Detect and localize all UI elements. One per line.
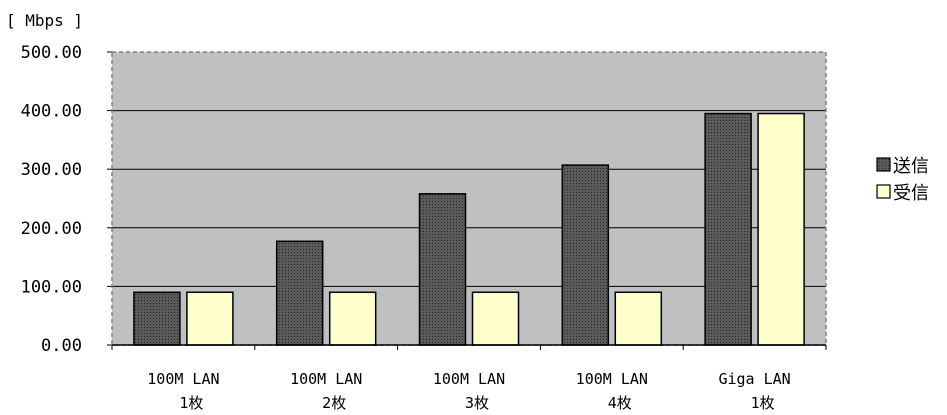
x-category-label: 3枚 bbox=[465, 394, 489, 412]
bar-send bbox=[418, 193, 467, 346]
y-tick-label: 0.00 bbox=[41, 336, 82, 356]
bar-send bbox=[704, 112, 752, 346]
bar-receive bbox=[757, 112, 805, 346]
x-category-label: 2枚 bbox=[322, 394, 346, 412]
y-tick-label: 300.00 bbox=[21, 160, 82, 180]
bar-receive bbox=[328, 291, 377, 346]
bar-receive bbox=[186, 291, 234, 346]
bar-send bbox=[561, 164, 610, 346]
y-tick-label: 500.00 bbox=[21, 43, 82, 63]
y-tick-label: 200.00 bbox=[21, 219, 82, 239]
bar-send bbox=[275, 240, 324, 346]
legend-swatch bbox=[876, 184, 891, 199]
y-axis-unit-label: [ Mbps ] bbox=[6, 11, 83, 30]
y-tick-label: 400.00 bbox=[21, 102, 82, 122]
bar-receive bbox=[471, 291, 520, 346]
bar-receive bbox=[614, 291, 663, 346]
plot-border bbox=[111, 51, 827, 346]
legend-swatch bbox=[876, 157, 891, 172]
x-category-label: 1枚 bbox=[179, 394, 203, 412]
x-category-label: 100M LAN bbox=[290, 370, 362, 388]
plot-area: 0.00 100.00 200.00 300.00 400.00 500.00 100M L… bbox=[21, 43, 827, 412]
legend-label: 受信 bbox=[893, 183, 929, 204]
x-category-label: 100M LAN bbox=[576, 370, 648, 388]
bar-send bbox=[133, 291, 181, 346]
x-category-label: 100M LAN bbox=[433, 370, 505, 388]
x-category-label: 100M LAN bbox=[147, 370, 219, 388]
x-category-label: 4枚 bbox=[608, 394, 632, 412]
x-category-label: 1枚 bbox=[751, 394, 775, 412]
legend-label: 送信 bbox=[893, 156, 929, 177]
x-category-label: Giga LAN bbox=[718, 370, 790, 388]
y-tick-label: 100.00 bbox=[21, 277, 82, 297]
